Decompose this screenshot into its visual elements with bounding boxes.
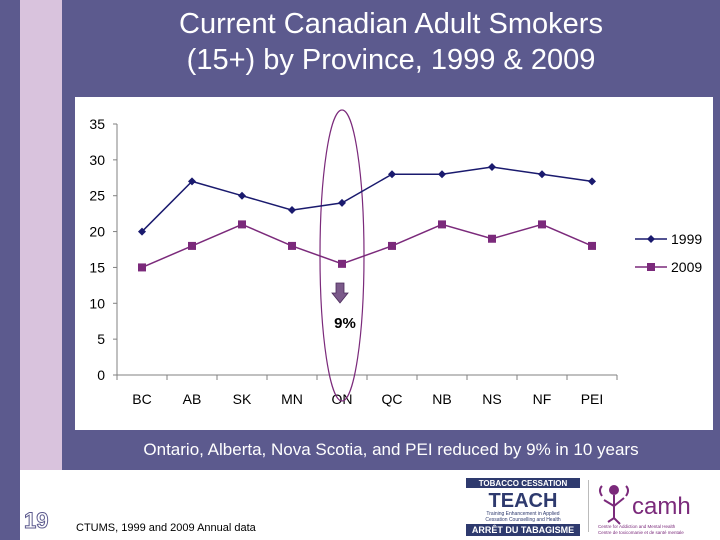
y-tick-label: 5 [97, 331, 105, 347]
title-line-1: Current Canadian Adult Smokers [179, 8, 603, 40]
logo-separator [588, 480, 589, 532]
y-tick-label: 30 [89, 152, 105, 168]
legend-marker-1999 [647, 235, 655, 243]
camh-subtitle-1: Centre for Addiction and Mental Health [598, 524, 676, 529]
point-1999-NS [488, 163, 496, 172]
x-tick-label: BC [132, 391, 151, 407]
point-1999-QC [388, 170, 396, 179]
x-tick-label: MN [281, 391, 303, 407]
teach-line-2: TEACH [489, 490, 558, 512]
x-tick-label: NF [533, 391, 552, 407]
ontario-highlight-ellipse [319, 109, 365, 402]
slide-caption: Ontario, Alberta, Nova Scotia, and PEI r… [143, 440, 639, 459]
point-1999-BC [138, 227, 146, 236]
y-tick-label: 25 [89, 188, 105, 204]
y-tick-label: 20 [89, 224, 105, 240]
point-2009-NF [538, 220, 546, 229]
point-1999-ON [338, 198, 346, 207]
point-1999-AB [188, 177, 196, 186]
point-2009-QC [388, 241, 396, 250]
slide-number: 19 [23, 508, 49, 534]
point-2009-NS [488, 234, 496, 243]
x-tick-label: AB [183, 391, 202, 407]
slide-title: Current Canadian Adult Smokers (15+) by … [62, 6, 720, 78]
series-line-1999 [141, 166, 593, 233]
point-1999-NF [538, 170, 546, 179]
teach-logo: TOBACCO CESSATION TEACH Training Enhance… [466, 478, 580, 536]
point-2009-BC [138, 263, 146, 272]
x-tick-label: SK [233, 391, 252, 407]
point-2009-AB [188, 241, 196, 250]
teach-line-5: ARRÊT DU TABAGISME [472, 524, 574, 535]
x-tick-label: PEI [581, 391, 604, 407]
camh-wordmark: camh [632, 493, 691, 520]
camh-subtitle-2: Centre de toxicomanie et de santé mental… [598, 530, 684, 535]
annotation-label: 9% [334, 315, 356, 332]
point-2009-PEI [588, 241, 596, 250]
x-tick-label: QC [382, 391, 403, 407]
left-bar-light [20, 0, 62, 470]
legend-label-1999: 1999 [671, 231, 702, 247]
camh-logo: camh Centre for Addiction and Mental Hea… [598, 485, 691, 535]
teach-line-4: Cessation Counselling and Health [485, 517, 561, 523]
legend-marker-2009 [647, 263, 655, 271]
x-tick-label: NB [432, 391, 451, 407]
y-tick-label: 0 [97, 367, 105, 383]
point-1999-PEI [588, 177, 596, 186]
point-1999-NB [438, 170, 446, 179]
y-tick-label: 15 [89, 259, 105, 275]
teach-line-1: TOBACCO CESSATION [479, 479, 568, 488]
point-2009-NB [438, 220, 446, 229]
x-tick-label: NS [482, 391, 501, 407]
source-note: CTUMS, 1999 and 2009 Annual data [76, 522, 256, 534]
series-line-2009 [141, 223, 593, 269]
camh-figure-icon [599, 485, 629, 525]
point-1999-SK [238, 191, 246, 200]
point-1999-MN [288, 206, 296, 215]
point-2009-ON [338, 259, 346, 268]
left-bar-dark [0, 0, 20, 540]
point-2009-MN [288, 241, 296, 250]
line-chart: 0 5 10 15 20 25 30 35 BC AB SK MN ON QC NB NS NF PEI 9% 199… [89, 109, 702, 407]
y-tick-label: 10 [89, 295, 105, 311]
title-line-2: (15+) by Province, 1999 & 2009 [186, 44, 596, 76]
teach-line-3: Training Enhancement in Applied [486, 511, 559, 517]
point-2009-SK [238, 220, 246, 229]
chart-area: 0 5 10 15 20 25 30 35 BC AB SK MN ON QC NB NS NF PEI 9% 199… [75, 97, 713, 430]
legend-label-2009: 2009 [671, 259, 702, 275]
x-tick-label: ON [332, 391, 353, 407]
down-arrow-icon [331, 282, 349, 304]
y-tick-label: 35 [89, 116, 105, 132]
